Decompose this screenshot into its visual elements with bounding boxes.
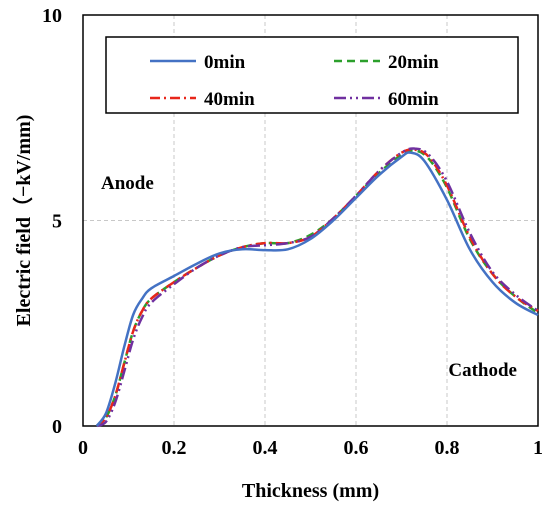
legend-label: 40min — [204, 89, 255, 110]
x-axis-label: Thickness (mm) — [242, 480, 379, 502]
series-line-40min — [95, 148, 539, 427]
legend-label: 60min — [388, 89, 439, 110]
x-tick-label: 0.8 — [435, 437, 460, 459]
y-axis-label: Electric field（−kV/mm) — [12, 115, 35, 327]
series-line-60min — [96, 147, 539, 428]
x-tick-label: 0.4 — [253, 437, 278, 459]
y-tick-label: 0 — [52, 416, 62, 438]
x-tick-label: 1 — [533, 437, 543, 459]
x-tick-label: 0.2 — [162, 437, 187, 459]
series-line-20min — [95, 149, 539, 427]
legend-box — [105, 36, 519, 114]
annotation-cathode: Cathode — [448, 360, 517, 381]
legend-label: 0min — [204, 52, 246, 73]
y-tick-label: 5 — [52, 211, 62, 233]
series-line-0min — [95, 151, 539, 427]
annotation-anode: Anode — [101, 173, 154, 194]
x-tick-label: 0.6 — [344, 437, 369, 459]
x-tick-label: 0 — [78, 437, 88, 459]
legend: 0min 20min 40min 60min — [105, 36, 519, 114]
series-lines — [95, 147, 539, 428]
legend-label: 20min — [388, 52, 439, 73]
y-tick-label: 10 — [42, 5, 62, 27]
plot-area — [82, 14, 539, 427]
